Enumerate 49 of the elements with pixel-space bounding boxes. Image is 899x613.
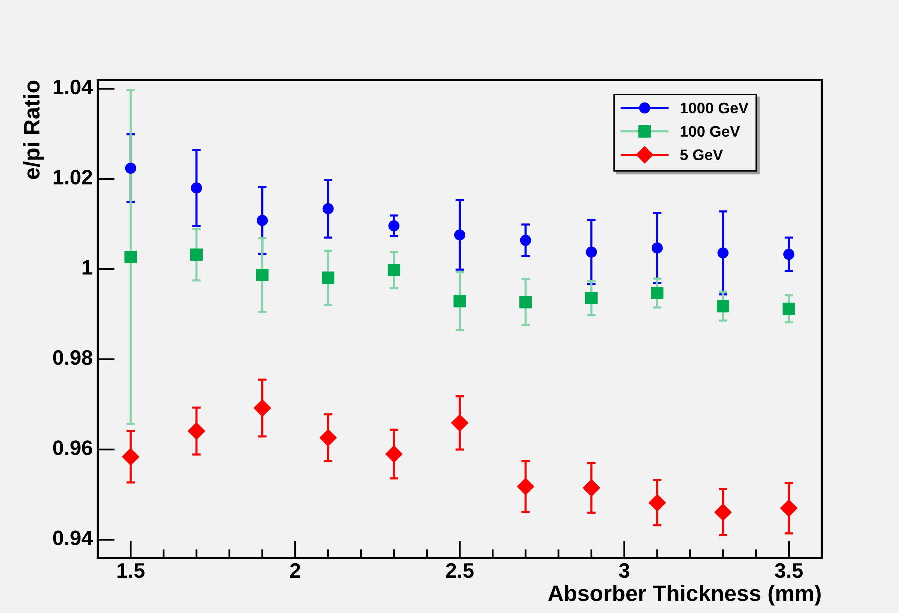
legend-label: 5 GeV: [680, 150, 724, 160]
point: [125, 162, 136, 174]
point: [585, 292, 598, 305]
point: [191, 182, 202, 194]
point: [780, 500, 798, 517]
point: [784, 248, 795, 260]
point: [586, 246, 598, 258]
y-tick-label: 0.96: [53, 440, 92, 456]
x-tick-label: 3.5: [775, 563, 803, 578]
x-tick-label: 3: [619, 563, 630, 578]
legend-label: 1000 GeV: [680, 102, 749, 114]
point: [583, 480, 600, 497]
point: [520, 296, 532, 309]
point: [520, 234, 532, 246]
point: [320, 429, 337, 447]
y-tick-label: 1.02: [54, 170, 92, 185]
legend-label: 100 GeV: [680, 126, 740, 138]
x-tick-label: 2.5: [446, 563, 474, 578]
point: [648, 494, 666, 512]
x-tick-label: 2: [290, 563, 300, 578]
point: [454, 295, 466, 308]
point: [122, 448, 140, 466]
point: [322, 203, 334, 215]
point: [124, 250, 138, 264]
y-tick-label: 1: [82, 260, 93, 275]
y-tick-label: 0.98: [53, 350, 93, 366]
point: [454, 230, 466, 241]
point: [254, 400, 272, 417]
point: [451, 414, 469, 432]
point: [388, 264, 400, 277]
x-tick-label: 1.5: [118, 564, 145, 578]
y-tick-label: 1.04: [54, 80, 94, 95]
point: [256, 269, 269, 282]
point: [717, 300, 730, 313]
x-axis-title: Absorber Thickness (mm): [548, 585, 821, 606]
point: [652, 242, 664, 254]
point: [190, 248, 203, 262]
y-axis-title: e/pi Ratio: [24, 80, 44, 180]
point: [188, 422, 206, 440]
point: [386, 446, 403, 463]
point: [256, 215, 268, 226]
point: [651, 287, 664, 300]
point: [517, 478, 534, 496]
y-tick-label: 0.94: [53, 530, 94, 546]
point: [322, 272, 335, 284]
point: [714, 504, 732, 522]
point: [782, 302, 796, 316]
point: [388, 220, 400, 232]
point: [718, 248, 729, 259]
